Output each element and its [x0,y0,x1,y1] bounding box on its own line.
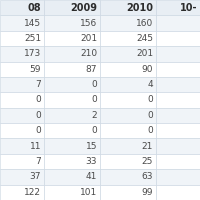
Text: 59: 59 [30,65,41,74]
Bar [0,123,44,138]
Text: 7: 7 [35,80,41,89]
Bar [0,138,44,154]
Text: 37: 37 [30,172,41,181]
Bar [156,77,200,92]
Text: 201: 201 [136,49,153,58]
Text: 201: 201 [80,34,97,43]
Bar [156,108,200,123]
Text: 2009: 2009 [70,3,97,13]
Text: 122: 122 [24,188,41,197]
Bar [100,31,156,46]
Text: 101: 101 [80,188,97,197]
Bar [0,77,44,92]
Text: 0: 0 [147,95,153,104]
Bar [0,154,44,169]
Text: 156: 156 [80,19,97,28]
Text: 63: 63 [142,172,153,181]
Bar [100,62,156,77]
Bar [44,15,100,31]
Text: 173: 173 [24,49,41,58]
Bar [44,169,100,185]
Text: 0: 0 [91,126,97,135]
Text: 15: 15 [86,142,97,151]
Text: 0: 0 [35,95,41,104]
Text: 0: 0 [35,111,41,120]
Text: 11: 11 [30,142,41,151]
Text: 21: 21 [142,142,153,151]
Bar [156,185,200,200]
Bar [44,92,100,108]
Text: 2: 2 [91,111,97,120]
Bar [100,92,156,108]
Bar [100,123,156,138]
Text: 160: 160 [136,19,153,28]
Text: 7: 7 [35,157,41,166]
Text: 251: 251 [24,34,41,43]
Bar [0,0,44,15]
Text: 0: 0 [35,126,41,135]
Bar [44,123,100,138]
Bar [44,46,100,62]
Bar [156,62,200,77]
Bar [0,108,44,123]
Bar [100,108,156,123]
Bar [0,31,44,46]
Bar [44,77,100,92]
Bar [44,138,100,154]
Bar [44,108,100,123]
Bar [0,62,44,77]
Bar [44,154,100,169]
Text: 87: 87 [86,65,97,74]
Text: 245: 245 [136,34,153,43]
Bar [156,92,200,108]
Text: 0: 0 [147,126,153,135]
Bar [100,169,156,185]
Bar [44,62,100,77]
Bar [156,169,200,185]
Bar [100,154,156,169]
Text: 0: 0 [91,80,97,89]
Bar [100,46,156,62]
Bar [0,15,44,31]
Bar [156,46,200,62]
Text: 210: 210 [80,49,97,58]
Bar [44,0,100,15]
Bar [0,169,44,185]
Text: 4: 4 [147,80,153,89]
Text: 33: 33 [86,157,97,166]
Text: 25: 25 [142,157,153,166]
Bar [156,138,200,154]
Text: 2010: 2010 [126,3,153,13]
Text: 41: 41 [86,172,97,181]
Bar [0,46,44,62]
Text: 0: 0 [147,111,153,120]
Bar [100,185,156,200]
Text: 10-: 10- [180,3,197,13]
Text: 08: 08 [27,3,41,13]
Text: 90: 90 [142,65,153,74]
Bar [0,92,44,108]
Bar [0,185,44,200]
Bar [100,0,156,15]
Text: 99: 99 [142,188,153,197]
Bar [156,0,200,15]
Bar [156,154,200,169]
Bar [156,123,200,138]
Bar [100,77,156,92]
Bar [156,15,200,31]
Bar [44,185,100,200]
Bar [100,15,156,31]
Bar [44,31,100,46]
Text: 145: 145 [24,19,41,28]
Bar [100,138,156,154]
Bar [156,31,200,46]
Text: 0: 0 [91,95,97,104]
